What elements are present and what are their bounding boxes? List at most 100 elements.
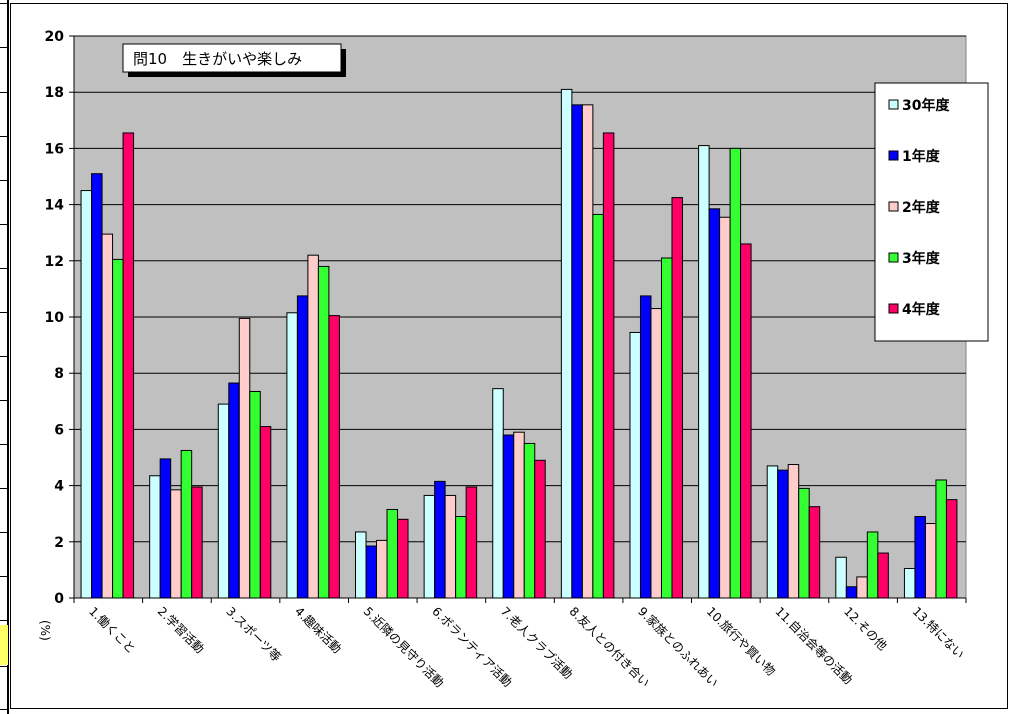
bar	[397, 518, 409, 599]
bar	[877, 552, 889, 599]
bar-chart: 0 2 4 6 8 10 12 14 16 18 20 1.働くこと 2.学習活動 3.スポーツ等 4.趣…	[38, 29, 989, 690]
x-axis: 1.働くこと 2.学習活動 3.スポーツ等 4.趣味活動 5.近隣の見守り活動6.ボラン…	[73, 597, 968, 690]
strip-line	[0, 136, 9, 137]
y-axis-label: (%)	[38, 620, 52, 641]
bar	[914, 516, 926, 599]
strip-line	[0, 400, 9, 401]
x-tick-label: 7.老人クラブ活動	[498, 604, 576, 682]
bar	[835, 556, 847, 599]
legend-swatch	[888, 252, 899, 263]
legend-label: 3年度	[902, 250, 941, 267]
bar	[91, 173, 103, 599]
bar	[571, 104, 583, 599]
bar	[719, 216, 731, 599]
strip-line	[0, 224, 9, 225]
strip-line	[0, 180, 9, 181]
y-tick-label: 4	[54, 479, 64, 495]
bar	[629, 331, 641, 599]
bar	[903, 567, 916, 599]
bar	[924, 523, 937, 599]
bars	[80, 88, 958, 599]
strip-highlight	[0, 625, 8, 665]
bar	[708, 208, 721, 599]
strip-line	[0, 356, 9, 357]
bar	[386, 508, 399, 599]
y-tick-label: 6	[54, 422, 64, 438]
bar	[355, 531, 367, 599]
bar	[112, 258, 124, 599]
bar	[729, 147, 742, 599]
bar	[777, 469, 789, 599]
bar	[866, 531, 879, 599]
x-tick-label: 12.その他	[841, 604, 890, 653]
y-tick-label: 12	[45, 254, 64, 270]
strip-line	[0, 488, 9, 489]
bar	[798, 487, 810, 599]
bar	[434, 480, 446, 599]
bar	[808, 506, 821, 599]
legend-swatch	[888, 99, 899, 110]
bar	[122, 132, 135, 599]
strip-line	[0, 312, 9, 313]
bar	[502, 434, 515, 599]
legend-swatch	[888, 201, 899, 212]
y-tick-label: 8	[54, 366, 64, 382]
bar	[180, 449, 193, 599]
chart-area: 0 2 4 6 8 10 12 14 16 18 20 1.働くこと 2.学習活動 3.スポーツ等 4.趣…	[10, 3, 1008, 709]
bar	[365, 545, 378, 599]
bar	[492, 388, 504, 599]
legend-label: 4年度	[902, 301, 941, 318]
bar	[455, 516, 467, 599]
y-axis: 0 2 4 6 8 10 12 14 16 18 20	[45, 29, 75, 607]
x-tick-label: 2.学習活動	[155, 604, 208, 657]
bar	[317, 265, 330, 599]
strip-line	[0, 3, 9, 4]
bar	[217, 403, 230, 599]
legend-box	[874, 82, 989, 342]
y-tick-label: 16	[45, 141, 64, 157]
x-tick-label: 11.自治会等の活動	[772, 604, 855, 687]
strip-line	[0, 92, 9, 93]
y-tick-label: 14	[45, 198, 65, 214]
strip-line	[0, 47, 9, 48]
x-tick-label: 3.スポーツ等	[223, 604, 283, 664]
bar	[286, 312, 298, 599]
bar	[592, 213, 604, 599]
chart-title: 問10 生きがいや楽しみ	[133, 50, 302, 68]
bar	[149, 475, 161, 599]
bar	[465, 486, 478, 599]
bar	[249, 390, 261, 599]
strip-line	[0, 620, 9, 621]
x-tick-label: 1.働くこと	[86, 604, 138, 656]
bar	[191, 486, 203, 599]
y-tick-label: 10	[45, 310, 65, 326]
y-tick-label: 18	[45, 85, 64, 101]
bar	[228, 382, 240, 599]
bar	[935, 479, 947, 599]
bar	[523, 442, 536, 599]
bar	[787, 464, 800, 599]
bar	[740, 243, 752, 599]
bar	[307, 254, 319, 599]
strip-line	[0, 532, 9, 533]
strip-line	[0, 268, 9, 269]
left-strip	[0, 0, 9, 714]
chart-title-box: 問10 生きがいや楽しみ	[122, 43, 346, 77]
legend-label: 2年度	[902, 199, 941, 216]
x-tick-label: 4.趣味活動	[292, 604, 345, 657]
bar	[259, 426, 272, 599]
bar	[328, 315, 340, 599]
title-background	[122, 43, 342, 73]
strip-line	[0, 444, 9, 445]
strip-border	[7, 0, 9, 714]
bar	[639, 295, 652, 599]
legend: 30年度 1年度 2年度 3年度 4年度	[874, 82, 989, 342]
bar	[444, 494, 457, 599]
bar	[845, 586, 858, 599]
strip-line	[0, 666, 9, 667]
legend-label: 1年度	[902, 148, 941, 165]
legend-label: 30年度	[902, 97, 950, 114]
x-tick-label: 13.特にない	[910, 604, 968, 662]
bar	[660, 257, 673, 599]
bar	[650, 308, 662, 599]
